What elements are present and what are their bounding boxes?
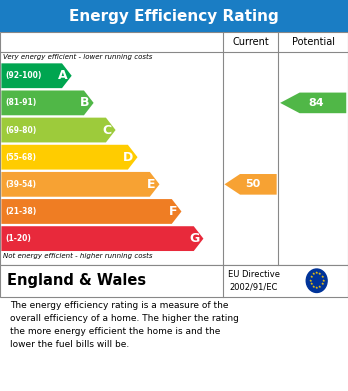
Text: Current: Current [232,37,269,47]
Text: England & Wales: England & Wales [7,273,146,288]
Polygon shape [1,172,159,197]
Text: 50: 50 [245,179,261,189]
Text: ★: ★ [312,273,315,276]
Text: (92-100): (92-100) [6,71,42,80]
Text: (81-91): (81-91) [6,99,37,108]
Text: 84: 84 [308,98,324,108]
Text: E: E [147,178,155,191]
Polygon shape [1,226,204,251]
Circle shape [306,269,327,292]
Polygon shape [1,63,72,88]
Text: B: B [80,97,89,109]
Polygon shape [224,174,277,195]
Polygon shape [280,93,346,113]
Text: G: G [189,232,199,245]
Polygon shape [1,145,137,170]
Text: F: F [169,205,177,218]
Text: (69-80): (69-80) [6,126,37,135]
Text: A: A [58,69,68,82]
Text: Potential: Potential [292,37,335,47]
Text: ★: ★ [309,275,313,279]
Text: ★: ★ [318,273,322,276]
Text: ★: ★ [315,286,318,290]
Bar [0,0,348,32]
Text: The energy efficiency rating is a measure of the
overall efficiency of a home. T: The energy efficiency rating is a measur… [10,301,239,349]
Text: EU Directive
2002/91/EC: EU Directive 2002/91/EC [228,270,280,291]
Text: ★: ★ [322,279,325,283]
Bar [0,32,348,265]
Text: (39-54): (39-54) [6,180,37,189]
Text: ★: ★ [309,282,313,286]
Text: ★: ★ [321,275,324,279]
Text: ★: ★ [312,285,315,289]
Text: (55-68): (55-68) [6,152,37,162]
Text: C: C [102,124,111,136]
Text: Not energy efficient - higher running costs: Not energy efficient - higher running co… [3,253,152,259]
Text: ★: ★ [308,279,312,283]
Polygon shape [1,90,94,115]
Text: Energy Efficiency Rating: Energy Efficiency Rating [69,9,279,23]
Bar [0,265,348,297]
Text: Very energy efficient - lower running costs: Very energy efficient - lower running co… [3,54,152,60]
Text: ★: ★ [321,282,324,286]
Polygon shape [1,118,116,142]
Text: ★: ★ [318,285,322,289]
Text: ★: ★ [315,271,318,276]
Polygon shape [1,199,181,224]
Text: D: D [123,151,133,164]
Text: (1-20): (1-20) [6,234,31,243]
Text: (21-38): (21-38) [6,207,37,216]
